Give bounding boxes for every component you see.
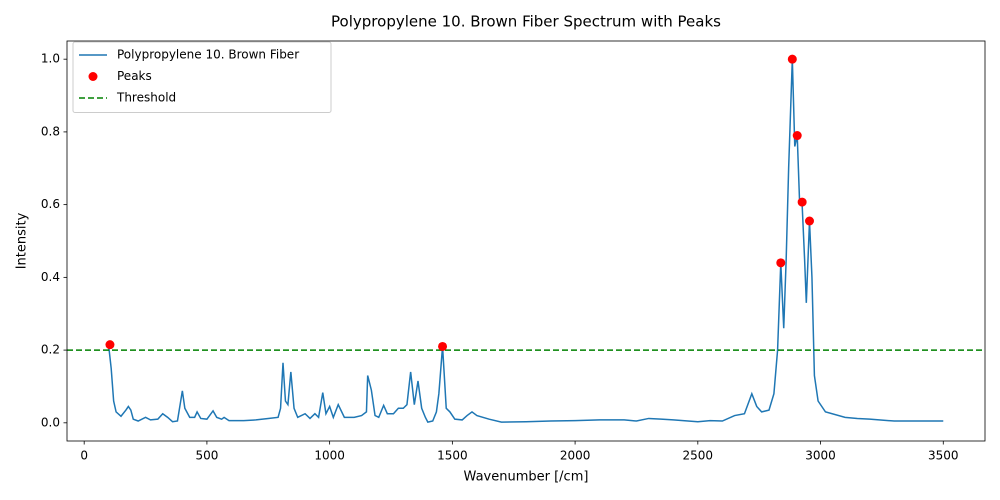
y-tick-label: 0.4 bbox=[41, 270, 60, 284]
plot-frame bbox=[66, 40, 986, 442]
legend-label: Threshold bbox=[116, 91, 176, 105]
peak-marker bbox=[787, 54, 797, 64]
y-tick-label: 0.6 bbox=[41, 197, 60, 211]
x-tick-label: 3000 bbox=[805, 449, 836, 463]
x-tick-label: 500 bbox=[195, 449, 218, 463]
peak-marker bbox=[805, 216, 814, 226]
x-tick-label: 2000 bbox=[560, 449, 591, 463]
y-tick-label: 0.2 bbox=[41, 343, 60, 357]
x-tick-label: 1500 bbox=[437, 449, 468, 463]
x-tick-label: 0 bbox=[80, 449, 88, 463]
y-tick-label: 1.0 bbox=[41, 52, 60, 66]
y-axis-title: Intensity bbox=[15, 212, 30, 269]
spectrum-line bbox=[107, 59, 944, 423]
y-tick-label: 0.0 bbox=[41, 415, 60, 429]
x-axis-title: Wavenumber [/cm] bbox=[464, 470, 589, 485]
x-tick-label: 2500 bbox=[683, 449, 714, 463]
peak-marker bbox=[792, 131, 802, 141]
peak-marker bbox=[438, 341, 448, 351]
peak-marker bbox=[105, 340, 115, 350]
x-tick-label: 3500 bbox=[928, 449, 959, 463]
legend-label: Polypropylene 10. Brown Fiber bbox=[117, 48, 299, 62]
y-tick-label: 0.8 bbox=[41, 124, 60, 138]
legend-label: Peaks bbox=[117, 69, 152, 83]
legend-marker bbox=[88, 72, 98, 81]
x-tick-label: 1000 bbox=[314, 449, 345, 463]
legend: Polypropylene 10. Brown Fiber Peaks Thresh… bbox=[72, 41, 332, 113]
plot-area bbox=[67, 54, 985, 423]
chart-title: Polypropylene 10. Brown Fiber Spectrum w… bbox=[331, 13, 721, 31]
legend-box bbox=[72, 41, 332, 113]
peak-marker bbox=[776, 258, 786, 268]
peak-marker bbox=[797, 197, 807, 207]
